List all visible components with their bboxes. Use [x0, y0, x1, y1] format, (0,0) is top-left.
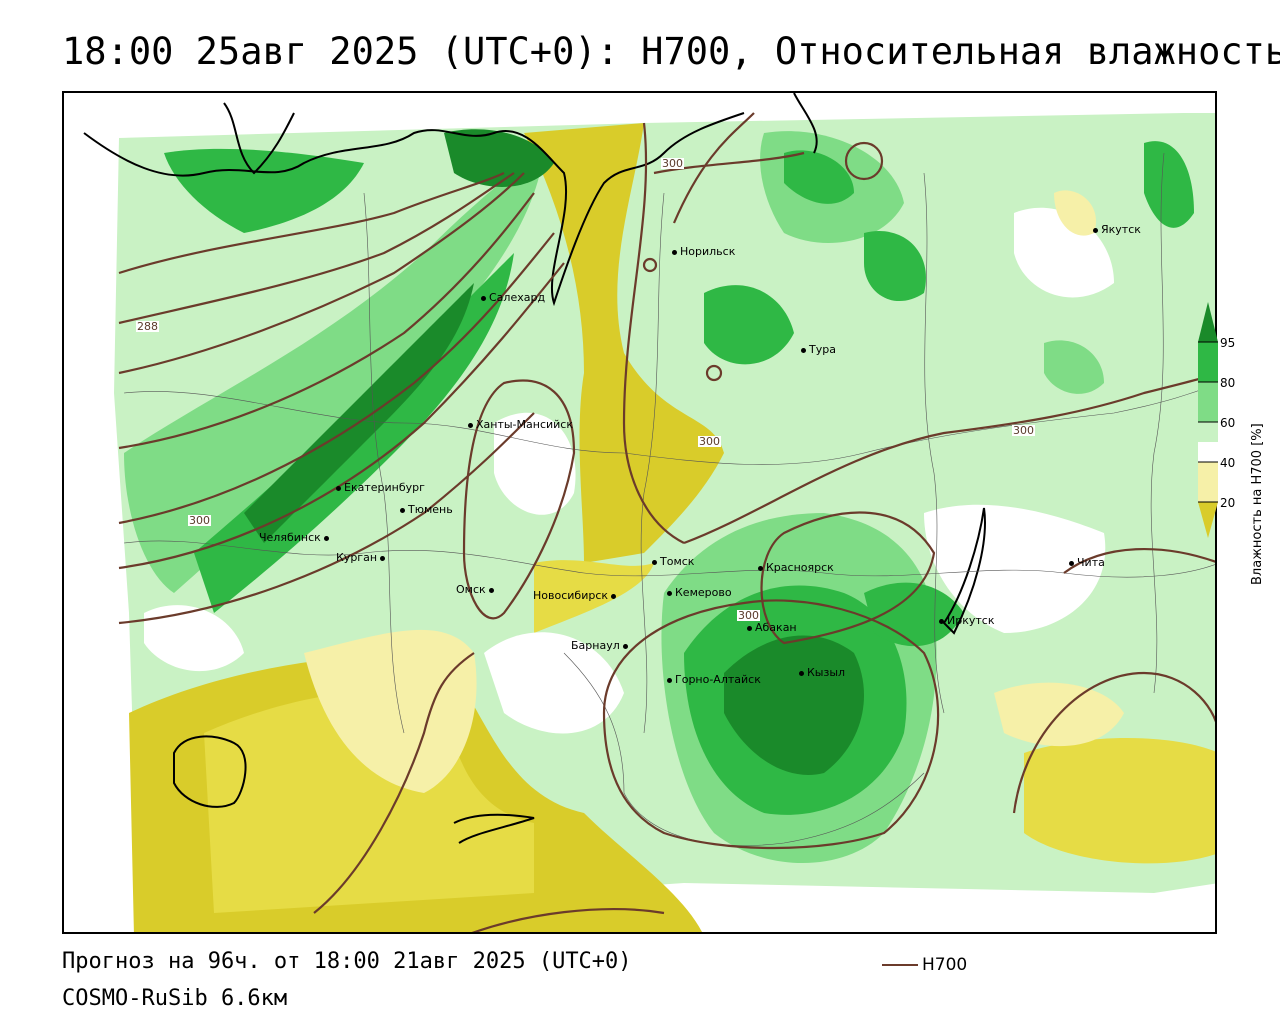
city-dot: [622, 643, 628, 649]
colorbar-title: Влажность на Н700 [%]: [1250, 423, 1265, 585]
contour-line-swatch: [882, 964, 918, 966]
colorbar-tick: 40: [1220, 456, 1236, 470]
city-label: Новосибирск: [533, 589, 609, 602]
city-label: Чита: [1077, 556, 1105, 569]
city-label: Кызыл: [807, 666, 846, 679]
contour-label: 288: [136, 320, 159, 333]
city-dot: [801, 347, 806, 353]
city-marker: Екатеринбург: [336, 481, 425, 494]
city-dot: [323, 535, 329, 541]
city-label: Красноярск: [766, 561, 834, 574]
colorbar-tick: 60: [1220, 416, 1236, 430]
contour-label: 300: [188, 514, 211, 527]
contour-label: 300: [1012, 424, 1035, 437]
contour-legend: Н700: [882, 955, 967, 975]
map-title: 18:00 25авг 2025 (UTC+0): Н700, Относите…: [62, 30, 1280, 73]
city-label: Горно-Алтайск: [675, 673, 761, 686]
city-marker: Курган: [336, 551, 388, 564]
city-marker: Кызыл: [799, 666, 845, 679]
city-label: Тюмень: [408, 503, 453, 516]
city-label: Томск: [660, 555, 695, 568]
city-label: Кемерово: [675, 586, 732, 599]
city-dot: [672, 249, 677, 255]
city-label: Иркутск: [947, 614, 995, 627]
map-panel: 300 288 300 300 300 300 Якутск Норильск …: [62, 91, 1217, 934]
city-dot: [611, 593, 617, 599]
forecast-info: Прогноз на 96ч. от 18:00 21авг 2025 (UTC…: [62, 949, 632, 974]
city-dot: [799, 670, 804, 676]
city-dot: [336, 485, 341, 491]
city-label: Норильск: [680, 245, 736, 258]
city-dot: [758, 565, 763, 571]
city-marker: Иркутск: [939, 614, 994, 627]
city-marker: Салехард: [481, 291, 545, 304]
city-marker: Тюмень: [400, 503, 453, 516]
city-marker: Барнаул: [571, 639, 631, 652]
city-marker: Чита: [1069, 556, 1105, 569]
city-marker: Ханты-Мансийск: [468, 418, 573, 431]
city-dot: [652, 559, 657, 565]
contour-label: 300: [737, 609, 760, 622]
city-label: Екатеринбург: [344, 481, 425, 494]
city-marker: Новосибирск: [533, 589, 619, 602]
city-marker: Челябинск: [259, 531, 332, 544]
city-dot: [747, 625, 752, 631]
city-dot: [939, 618, 944, 624]
city-marker: Норильск: [672, 245, 735, 258]
city-dot: [1093, 227, 1098, 233]
colorbar: [1198, 302, 1218, 538]
city-dot: [380, 555, 386, 561]
city-dot: [1069, 560, 1074, 566]
city-dot: [667, 677, 672, 683]
city-label: Челябинск: [259, 531, 321, 544]
city-label: Тура: [809, 343, 836, 356]
city-marker: Кемерово: [667, 586, 732, 599]
city-marker: Абакан: [747, 621, 797, 634]
city-label: Салехард: [489, 291, 546, 304]
city-label: Омск: [456, 583, 486, 596]
contour-legend-label: Н700: [922, 955, 968, 975]
city-marker: Горно-Алтайск: [667, 673, 761, 686]
colorbar-tick: 95: [1220, 336, 1236, 350]
city-label: Барнаул: [571, 639, 620, 652]
city-marker: Якутск: [1093, 223, 1141, 236]
city-marker: Томск: [652, 555, 694, 568]
city-marker: Омск: [456, 583, 497, 596]
model-name: COSMO-RuSib 6.6км: [62, 986, 288, 1011]
city-dot: [481, 295, 486, 301]
colorbar-tick: 80: [1220, 376, 1236, 390]
city-dot: [667, 590, 672, 596]
city-label: Курган: [336, 551, 378, 564]
city-label: Абакан: [755, 621, 797, 634]
city-label: Ханты-Мансийск: [476, 418, 573, 431]
city-dot: [468, 422, 473, 428]
contour-label: 300: [698, 435, 721, 448]
contour-label: 300: [661, 157, 684, 170]
city-marker: Красноярск: [758, 561, 834, 574]
city-dot: [400, 507, 405, 513]
city-marker: Тура: [801, 343, 836, 356]
city-label: Якутск: [1101, 223, 1141, 236]
colorbar-tick: 20: [1220, 496, 1236, 510]
city-dot: [488, 587, 494, 593]
humidity-field: [64, 93, 1215, 932]
